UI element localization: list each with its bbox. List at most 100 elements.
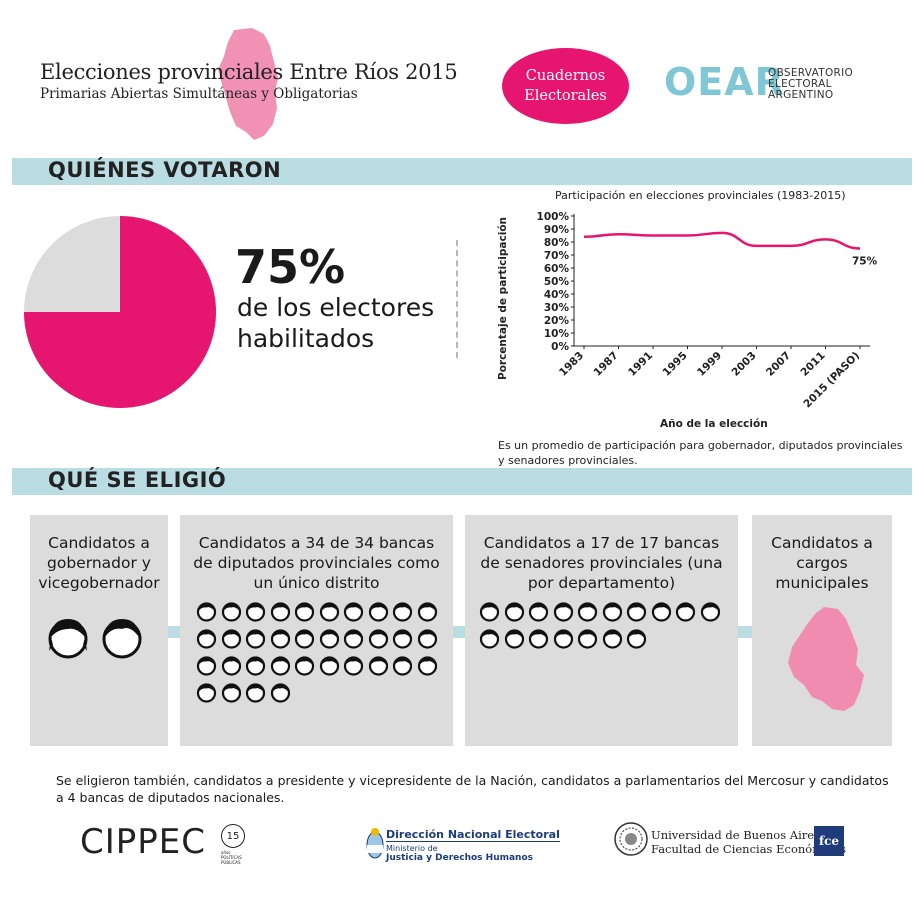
- y-tick-label: 40%: [544, 289, 570, 301]
- participation-series-line: [583, 231, 861, 250]
- cippec-sub-2: PÚBLICAS: [221, 860, 241, 865]
- x-tick-label: 2007: [764, 350, 793, 379]
- y-tick-label: 20%: [544, 315, 570, 327]
- chart-x-axis-label: Año de la elección: [660, 418, 768, 430]
- person-icon: [343, 601, 364, 622]
- dne-line-2: Ministerio de: [386, 844, 438, 853]
- dne-title: Dirección Nacional Electoral: [386, 828, 560, 842]
- person-icon: [270, 601, 291, 622]
- person-icon: [270, 628, 291, 649]
- badge-line-1: Cuadernos: [525, 68, 606, 84]
- section-title-elected: QUÉ SE ELIGIÓ: [48, 468, 227, 492]
- pie-slice-voted: [24, 216, 216, 408]
- person-icon: [553, 628, 574, 649]
- person-icon: [553, 601, 574, 622]
- person-icon: [504, 628, 525, 649]
- chart-title: Participación en elecciones provinciales…: [555, 189, 846, 202]
- person-icon: [221, 655, 242, 676]
- turnout-caption: de los electores habilitados: [237, 293, 435, 353]
- dne-line-3: Justicia y Derechos Humanos: [386, 853, 533, 863]
- y-tick-label: 80%: [544, 237, 570, 249]
- person-icon: [392, 655, 413, 676]
- person-icon: [528, 628, 549, 649]
- diputados-icon-grid: [196, 601, 446, 709]
- card-diputados: Candidatos a 34 de 34 bancas de diputado…: [180, 515, 453, 746]
- x-tick-label: 2003: [729, 350, 758, 379]
- y-tick-label: 30%: [544, 302, 570, 314]
- person-icon: [700, 601, 721, 622]
- cippec-sub-1: POLÍTICAS: [221, 855, 242, 860]
- chart-footnote: Es un promedio de participación para gob…: [498, 439, 903, 467]
- section-band-elected: [12, 468, 912, 495]
- person-icon: [294, 628, 315, 649]
- y-tick-label: 60%: [544, 263, 570, 275]
- person-icon: [651, 601, 672, 622]
- badge-line-2: Electorales: [524, 88, 607, 104]
- person-icon: [626, 601, 647, 622]
- cippec-badge-word: años: [221, 850, 231, 855]
- oear-line-2: ELECTORAL: [768, 78, 832, 90]
- y-tick-label: 50%: [544, 276, 570, 288]
- additional-candidates-note: Se eligieron también, candidatos a presi…: [56, 773, 889, 805]
- oear-logo-text: OBSERVATORIO ELECTORAL ARGENTINO: [768, 68, 853, 101]
- person-icon: [368, 601, 389, 622]
- person-icon: [245, 601, 266, 622]
- person-icon: [196, 601, 217, 622]
- y-tick-label: 100%: [537, 211, 570, 223]
- uba-line-2: Facultad de Ciencias Económicas: [651, 842, 846, 856]
- person-icon: [368, 628, 389, 649]
- oear-logo-mark: OEAR: [664, 60, 785, 104]
- person-icon: [221, 601, 242, 622]
- oear-line-1: OBSERVATORIO: [768, 67, 854, 79]
- cippec-subtext: años POLÍTICAS PÚBLICAS: [221, 850, 242, 865]
- fce-logo: fce: [814, 826, 844, 856]
- person-icon: [504, 601, 525, 622]
- person-icon: [270, 682, 291, 703]
- person-icon: [368, 655, 389, 676]
- person-icon: [675, 601, 696, 622]
- y-tick-label: 70%: [544, 250, 570, 262]
- dashed-divider: [456, 240, 458, 358]
- page-subtitle: Primarias Abiertas Simultáneas y Obligat…: [40, 86, 358, 102]
- card-diputados-title: Candidatos a 34 de 34 bancas de diputado…: [193, 534, 440, 592]
- y-tick-label: 90%: [544, 224, 570, 236]
- person-icon: [196, 655, 217, 676]
- governor-icons: [48, 619, 142, 659]
- person-icon: [221, 628, 242, 649]
- uba-seal-icon: [614, 822, 648, 856]
- y-tick-label: 10%: [544, 328, 570, 340]
- cippec-badge-number: 15: [226, 830, 240, 842]
- turnout-pie-chart: [24, 216, 216, 408]
- person-icon: [319, 601, 340, 622]
- section-title-turnout: QUIÉNES VOTARON: [48, 158, 282, 182]
- senadores-icon-grid: [479, 601, 729, 655]
- person-icon: [196, 628, 217, 649]
- x-tick-label: 1991: [626, 350, 655, 379]
- person-icon: [392, 628, 413, 649]
- person-icon: [479, 628, 500, 649]
- municipal-map-icon: [788, 607, 864, 711]
- entre-rios-map-decoration: [218, 28, 278, 140]
- card-municipales: Candidatos a cargos municipales: [752, 515, 892, 746]
- card-senadores-title: Candidatos a 17 de 17 bancas de senadore…: [480, 534, 723, 592]
- person-icon: [245, 655, 266, 676]
- person-icon: [221, 682, 242, 703]
- person-icon: [577, 601, 598, 622]
- page-title: Elecciones provinciales Entre Ríos 2015: [40, 60, 458, 84]
- person-icon: [319, 655, 340, 676]
- person-icon: [602, 601, 623, 622]
- x-tick-label: 1999: [695, 350, 724, 379]
- x-tick-label: 1983: [557, 350, 586, 379]
- person-icon: [294, 655, 315, 676]
- person-icon: [294, 601, 315, 622]
- person-icon: [319, 628, 340, 649]
- card-governor-title: Candidatos a gobernador y vicegobernador: [38, 534, 160, 592]
- section-band-turnout: [12, 158, 912, 185]
- person-icon: [392, 601, 413, 622]
- person-icon: [196, 682, 217, 703]
- card-governor: Candidatos a gobernador y vicegobernador: [30, 515, 168, 746]
- chart-end-label: 75%: [852, 256, 878, 268]
- y-tick-label: 0%: [551, 341, 569, 353]
- oear-line-3: ARGENTINO: [768, 89, 834, 101]
- x-tick-label: 1995: [660, 350, 689, 379]
